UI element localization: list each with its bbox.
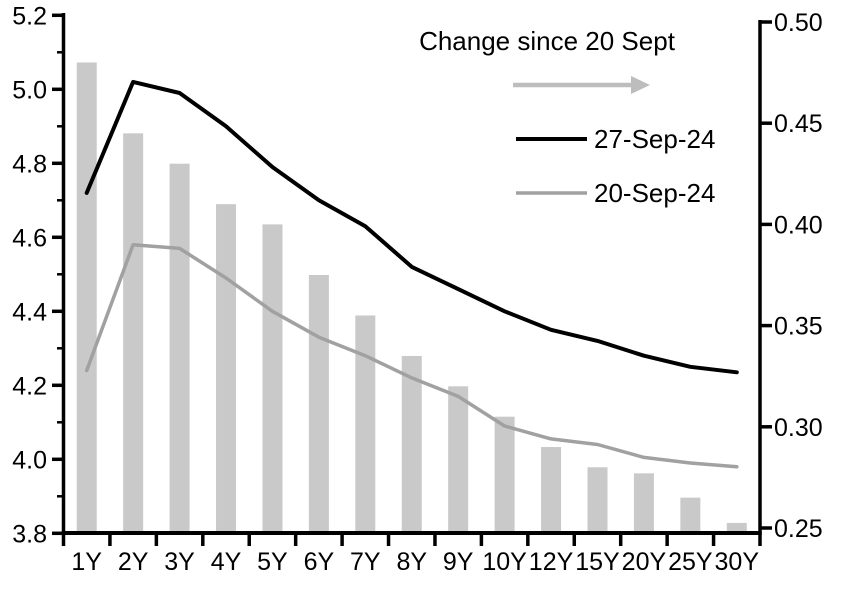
right-axis-tick-label: 0.40: [774, 211, 823, 239]
bar-10Y: [494, 416, 515, 535]
x-axis-tick-label: 12Y: [529, 548, 574, 576]
right-axis-tick-label: 0.50: [774, 9, 823, 37]
right-axis-tick-label: 0.25: [774, 515, 823, 543]
bar-6Y: [308, 275, 329, 535]
x-axis-tick-label: 3Y: [164, 548, 195, 576]
bar-1Y: [76, 62, 97, 535]
right-axis-tick-label: 0.35: [774, 313, 823, 341]
x-axis-tick-label: 7Y: [350, 548, 381, 576]
legend-label-20-sep: 20-Sep-24: [594, 178, 715, 208]
x-axis-tick-label: 5Y: [257, 548, 288, 576]
x-axis-tick-label: 10Y: [482, 548, 527, 576]
left-axis-tick-label: 5.2: [12, 2, 47, 30]
x-axis-tick-label: 1Y: [71, 548, 102, 576]
x-axis-tick-label: 30Y: [715, 548, 760, 576]
bar-30Y: [726, 522, 747, 535]
series-line-20-sep-24: [84, 242, 739, 469]
left-axis-tick-label: 4.8: [12, 150, 47, 178]
legend-label-27-sep: 27-Sep-24: [594, 124, 715, 154]
left-axis-tick-label: 4.0: [12, 446, 47, 474]
series-line-27-sep-24: [84, 79, 739, 375]
bar-8Y: [401, 355, 422, 535]
x-axis-tick-label: 20Y: [622, 548, 667, 576]
x-axis-tick-label: 25Y: [668, 548, 713, 576]
bar-5Y: [262, 224, 283, 535]
x-axis-tick-label: 8Y: [396, 548, 427, 576]
change-arrow-icon: [513, 76, 650, 94]
x-axis-tick-label: 9Y: [443, 548, 474, 576]
x-axis-tick-label: 15Y: [575, 548, 620, 576]
bar-2Y: [123, 133, 144, 535]
left-axis-tick-label: 3.8: [12, 520, 47, 548]
left-axis-tick-label: 4.2: [12, 372, 47, 400]
bar-25Y: [680, 497, 701, 535]
x-axis-tick-label: 6Y: [304, 548, 335, 576]
right-axis-tick-label: 0.45: [774, 110, 823, 138]
bar-series-group: [76, 62, 747, 535]
legend: Change since 20 Sept 27-Sep-24 20-Sep-24: [419, 26, 715, 208]
bar-15Y: [587, 467, 608, 535]
bar-4Y: [216, 204, 237, 535]
legend-title: Change since 20 Sept: [419, 26, 676, 56]
tick-labels-group: 5.2 5.0 4.8 4.6 4.4 4.2 4.0 3.8 0.50 0.45 0.40 0.35…: [12, 2, 822, 576]
right-axis-tick-label: 0.30: [774, 414, 823, 442]
x-axis-tick-label: 2Y: [118, 548, 149, 576]
x-axis-tick-label: 4Y: [211, 548, 242, 576]
bar-20Y: [633, 473, 654, 535]
axes-group: [52, 13, 772, 546]
bar-3Y: [169, 163, 190, 535]
bar-7Y: [355, 315, 376, 535]
left-axis-tick-label: 5.0: [12, 76, 47, 104]
left-axis-tick-label: 4.4: [12, 298, 47, 326]
left-axis-tick-label: 4.6: [12, 224, 47, 252]
bar-12Y: [541, 447, 562, 535]
line-series-group: [84, 79, 739, 469]
bar-9Y: [448, 386, 469, 535]
